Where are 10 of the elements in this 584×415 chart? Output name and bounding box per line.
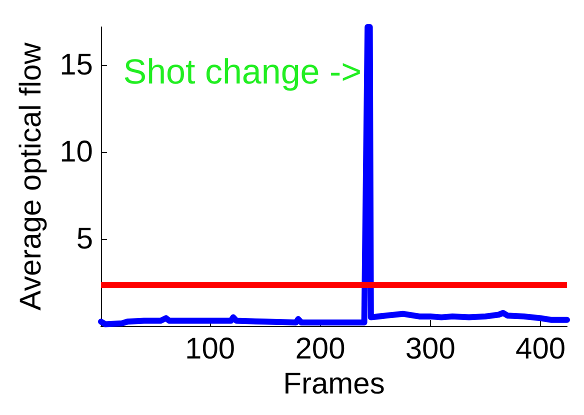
x-axis-title: Frames bbox=[283, 367, 385, 400]
x-tick-label: 200 bbox=[295, 332, 346, 366]
y-axis-title: Average optical flow bbox=[14, 42, 48, 310]
x-tick-label: 400 bbox=[516, 332, 566, 366]
x-tick-label: 100 bbox=[185, 332, 236, 366]
y-tick-label: 15 bbox=[60, 48, 93, 82]
x-tick-label: 300 bbox=[405, 332, 456, 366]
y-tick-label: 10 bbox=[60, 136, 93, 169]
y-tick-label: 5 bbox=[76, 222, 93, 256]
annotation: Shot change -> bbox=[123, 52, 362, 92]
